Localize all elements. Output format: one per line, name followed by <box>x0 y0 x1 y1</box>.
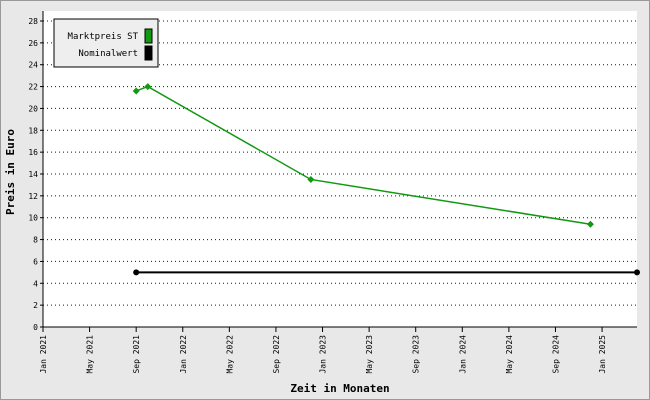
y-tick-label: 26 <box>28 39 38 48</box>
legend-swatch <box>144 28 153 44</box>
y-tick-label: 28 <box>28 17 38 26</box>
y-tick-label: 16 <box>28 148 38 157</box>
legend-label: Nominalwert <box>78 49 138 59</box>
y-tick-label: 24 <box>28 61 38 70</box>
x-tick-label: May 2021 <box>86 335 95 374</box>
point <box>586 220 594 228</box>
y-tick-label: 12 <box>28 192 38 201</box>
y-tick-label: 14 <box>28 170 38 179</box>
y-tick-label: 10 <box>28 214 38 223</box>
x-tick-label: May 2022 <box>225 335 234 374</box>
y-tick-label: 20 <box>28 104 38 113</box>
point <box>144 83 152 91</box>
point <box>132 87 140 95</box>
y-tick-label: 0 <box>33 323 38 332</box>
x-tick-label: Jan 2022 <box>179 335 188 374</box>
y-axis-title: Preis in Euro <box>4 129 17 215</box>
x-tick-label: Sep 2024 <box>551 335 560 374</box>
x-tick-label: May 2023 <box>365 335 374 374</box>
x-tick-label: Sep 2021 <box>132 335 141 374</box>
point <box>133 269 140 276</box>
x-tick-label: Jan 2025 <box>598 335 607 374</box>
y-tick-label: 18 <box>28 126 38 135</box>
y-tick-label: 2 <box>33 301 38 310</box>
x-axis-title: Zeit in Monaten <box>290 382 389 395</box>
legend-label: Marktpreis ST <box>68 32 139 42</box>
legend-box <box>53 18 159 68</box>
x-tick-label: Sep 2023 <box>412 335 421 374</box>
x-tick-label: May 2024 <box>505 335 514 374</box>
point <box>307 175 315 183</box>
series-line <box>135 85 591 226</box>
x-tick-label: Sep 2022 <box>272 335 281 374</box>
y-tick-label: 22 <box>28 83 38 92</box>
x-tick-label: Jan 2024 <box>458 335 467 374</box>
y-tick-label: 4 <box>33 279 38 288</box>
y-tick-label: 6 <box>33 257 38 266</box>
x-tick-label: Jan 2023 <box>319 335 328 374</box>
legend-swatch <box>144 45 153 61</box>
x-tick-label: Jan 2021 <box>39 335 48 374</box>
y-tick-label: 8 <box>33 236 38 245</box>
point <box>634 269 640 276</box>
